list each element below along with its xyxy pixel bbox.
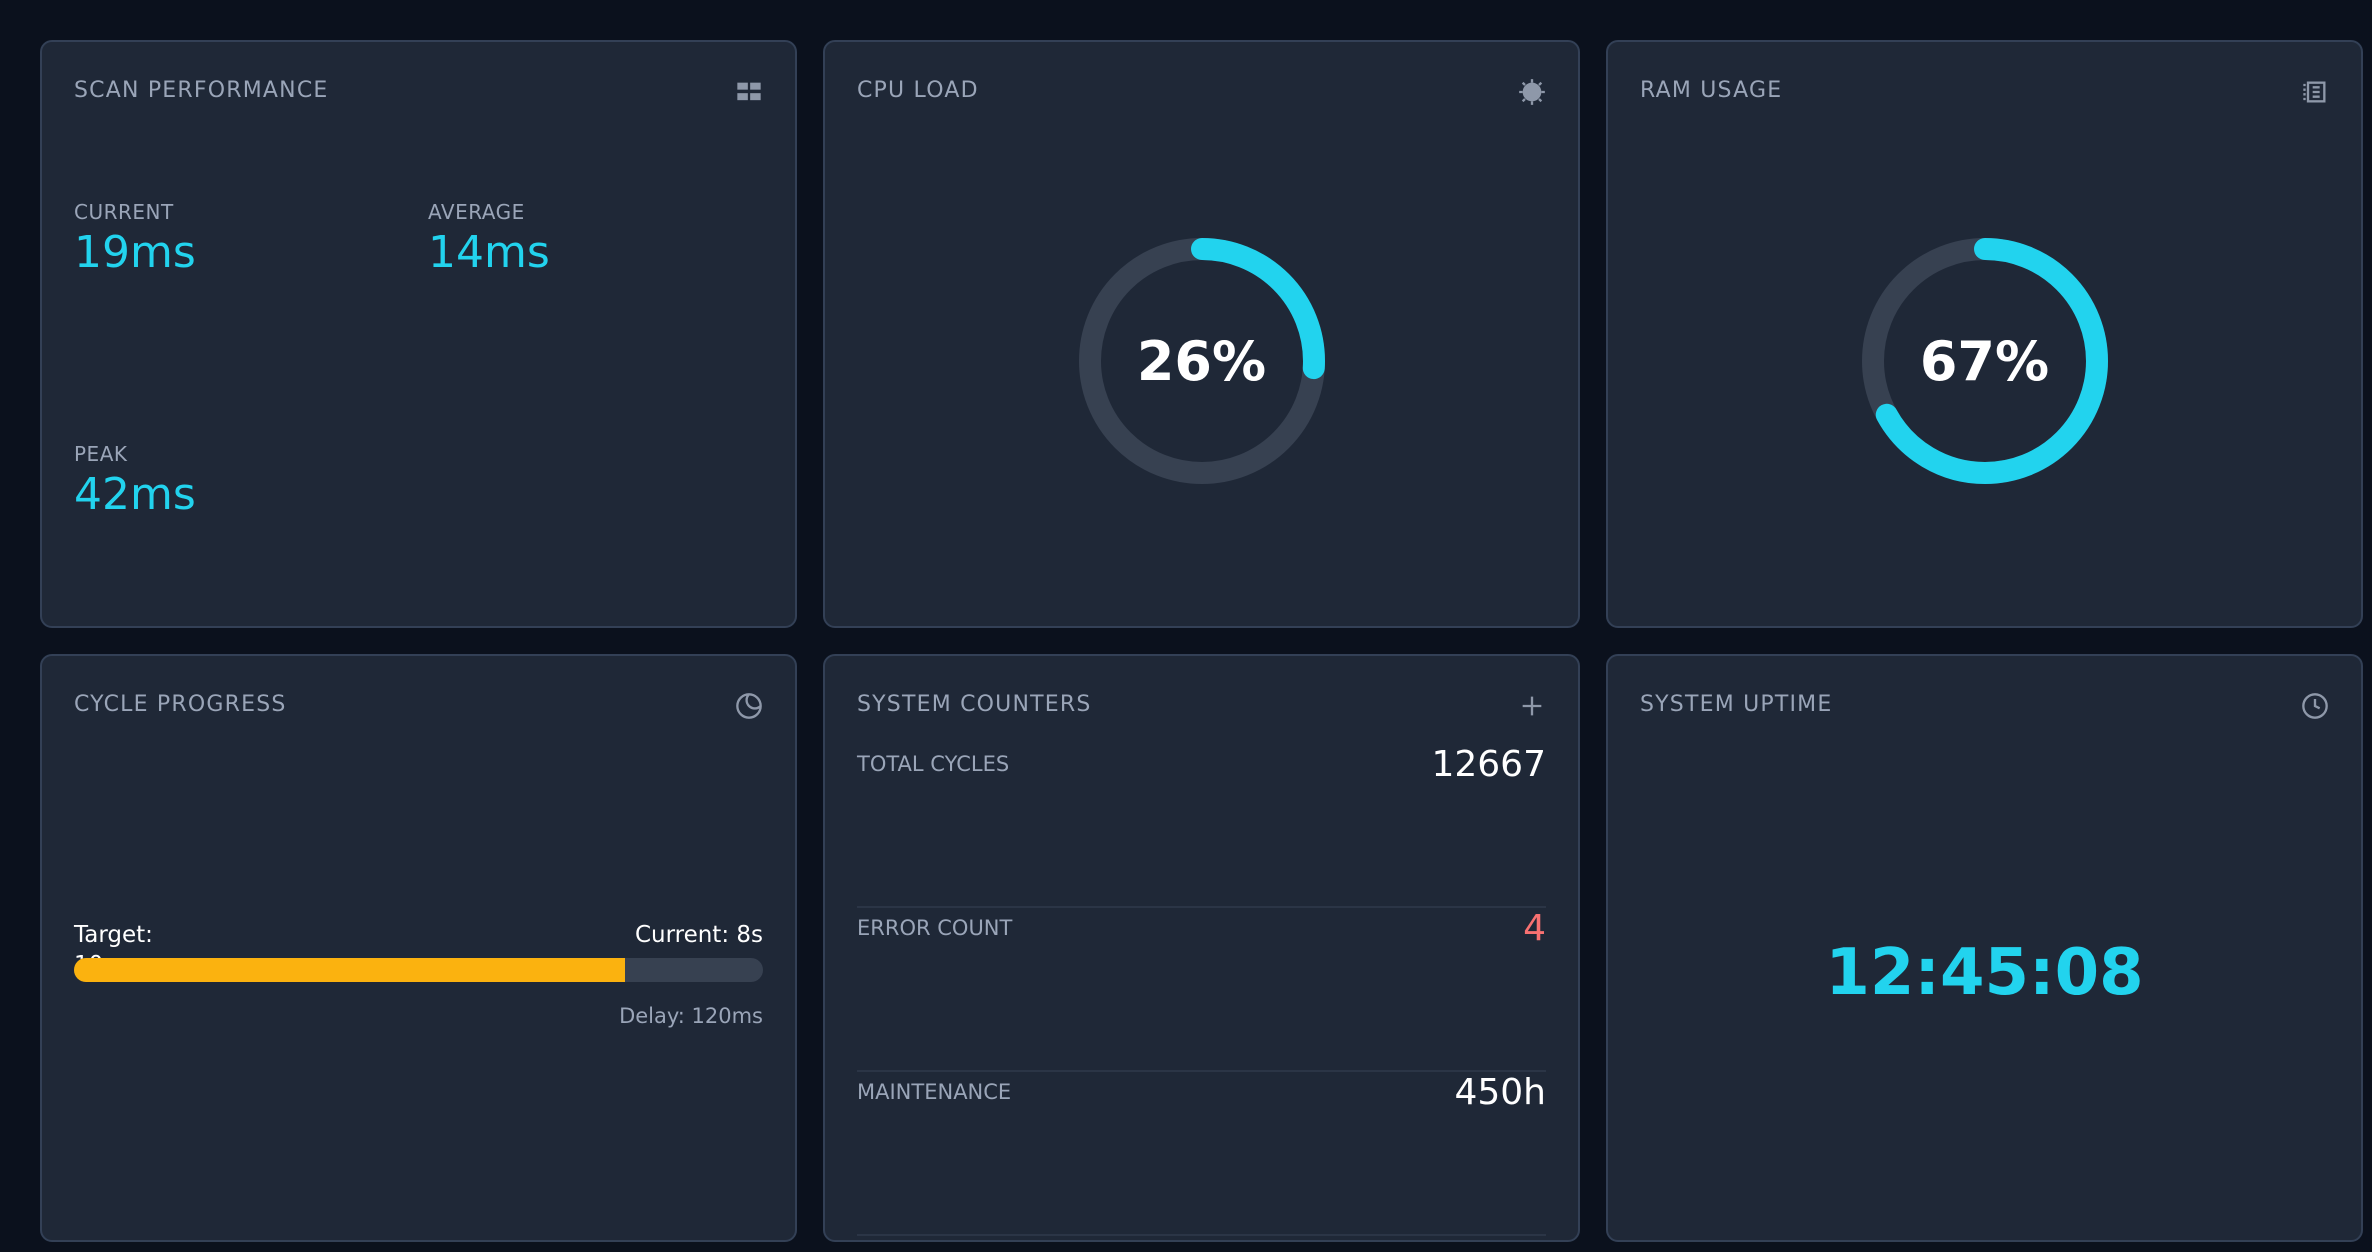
counter-label: ERROR COUNT — [857, 916, 1013, 940]
uptime-value: 12:45:08 — [1825, 936, 2144, 1010]
average-value: 14ms — [428, 227, 550, 278]
card-title: CYCLE PROGRESS — [74, 692, 287, 717]
delay-text: Delay: 120ms — [619, 1004, 763, 1028]
gauge-arc — [1078, 238, 1325, 484]
target-label: Target: — [74, 922, 153, 948]
current-metric: CURRENT 19ms — [74, 200, 196, 276]
current-label: CURRENT — [74, 200, 174, 224]
grid-icon[interactable] — [735, 78, 763, 106]
current-value: 19ms — [74, 227, 196, 278]
counter-value: 12667 — [1431, 744, 1546, 785]
cycle-progress-card: CYCLE PROGRESS Target: 10s Current: 8s D… — [40, 654, 797, 1242]
chip-icon[interactable] — [1518, 78, 1546, 106]
progress-section: Target: 10s Current: 8s Delay: 120ms — [74, 918, 763, 1028]
counter-row-total-cycles: TOTAL CYCLES 12667 — [857, 744, 1546, 908]
cpu-gauge: 26% — [1076, 235, 1328, 487]
counter-value: 450h — [1454, 1072, 1546, 1113]
gauge-arc — [1861, 238, 2108, 484]
current-text: Current: 8s — [634, 922, 763, 948]
ram-usage-value: 67% — [1919, 329, 2050, 393]
plus-icon[interactable] — [1518, 692, 1546, 720]
counter-row-error-count: ERROR COUNT 4 — [857, 908, 1546, 1072]
progress-bar — [74, 958, 763, 982]
peak-label: PEAK — [74, 442, 128, 466]
cpu-load-value: 26% — [1136, 329, 1267, 393]
scan-performance-card: SCAN PERFORMANCE CURRENT 19ms AVERAGE 14… — [40, 40, 797, 628]
cpu-load-card: CPU LOAD 26% — [823, 40, 1580, 628]
counter-row-maintenance: MAINTENANCE 450h — [857, 1072, 1546, 1236]
card-title: RAM USAGE — [1640, 78, 1783, 103]
card-title: SYSTEM UPTIME — [1640, 692, 1833, 717]
ram-gauge: 67% — [1859, 235, 2111, 487]
counter-value: 4 — [1523, 908, 1546, 949]
counter-label: MAINTENANCE — [857, 1080, 1012, 1104]
ram-usage-card: RAM USAGE 67% — [1606, 40, 2363, 628]
peak-metric: PEAK 42ms — [74, 442, 196, 518]
average-label: AVERAGE — [428, 200, 525, 224]
peak-value: 42ms — [74, 469, 196, 520]
system-counters-card: SYSTEM COUNTERS TOTAL CYCLES 12667 ERROR… — [823, 654, 1580, 1242]
moon-icon[interactable] — [735, 692, 763, 720]
counters-list: TOTAL CYCLES 12667 ERROR COUNT 4 MAINTEN… — [857, 744, 1546, 1236]
average-metric: AVERAGE 14ms — [428, 200, 550, 276]
counter-label: TOTAL CYCLES — [857, 752, 1010, 776]
progress-header: Target: 10s Current: 8s — [74, 918, 763, 964]
system-uptime-card: SYSTEM UPTIME 12:45:08 — [1606, 654, 2363, 1242]
dashboard-grid: SCAN PERFORMANCE CURRENT 19ms AVERAGE 14… — [40, 40, 2363, 1244]
memory-icon[interactable] — [2301, 78, 2329, 106]
card-title: SCAN PERFORMANCE — [74, 78, 329, 103]
clock-icon[interactable] — [2301, 692, 2329, 720]
card-title: CPU LOAD — [857, 78, 979, 103]
progress-fill — [74, 958, 626, 982]
card-title: SYSTEM COUNTERS — [857, 692, 1092, 717]
